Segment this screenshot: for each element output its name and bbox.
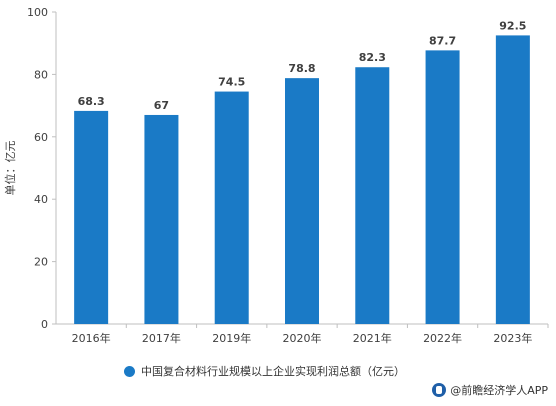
x-tick-label: 2022年 xyxy=(423,331,462,345)
y-tick-label: 60 xyxy=(34,131,48,144)
x-tick-label: 2016年 xyxy=(72,331,111,345)
bar xyxy=(74,110,109,325)
footer: @前瞻经济学人APP xyxy=(432,382,548,398)
data-label: 87.7 xyxy=(429,34,456,47)
legend-label: 中国复合材料行业规模以上企业实现利润总额（亿元） xyxy=(141,365,405,378)
footer-text: @前瞻经济学人APP xyxy=(450,384,548,397)
data-label: 68.3 xyxy=(78,95,105,108)
x-tick-label: 2019年 xyxy=(212,331,251,345)
app-logo-icon xyxy=(432,383,447,397)
y-tick-label: 40 xyxy=(34,193,48,206)
bar xyxy=(214,91,249,324)
y-tick-label: 0 xyxy=(41,318,48,331)
bar xyxy=(425,50,460,324)
data-label: 74.5 xyxy=(218,76,245,89)
data-label: 92.5 xyxy=(499,19,526,32)
x-tick-label: 2020年 xyxy=(283,331,322,345)
bar xyxy=(355,67,390,324)
data-label: 82.3 xyxy=(359,51,386,64)
data-label: 78.8 xyxy=(288,62,315,75)
bar xyxy=(285,78,319,324)
bar xyxy=(144,114,179,325)
x-tick-label: 2017年 xyxy=(142,331,181,345)
legend: 中国复合材料行业规模以上企业实现利润总额（亿元） xyxy=(124,362,405,380)
y-axis-label: 单位：亿元 xyxy=(3,141,17,196)
legend-marker xyxy=(124,365,135,377)
bar xyxy=(495,35,530,325)
y-tick-label: 20 xyxy=(34,256,48,269)
x-tick-label: 2023年 xyxy=(493,331,532,345)
y-tick-label: 80 xyxy=(34,68,48,81)
y-tick-label: 100 xyxy=(27,6,48,19)
x-tick-label: 2021年 xyxy=(353,331,392,345)
data-label: 67 xyxy=(154,99,169,112)
